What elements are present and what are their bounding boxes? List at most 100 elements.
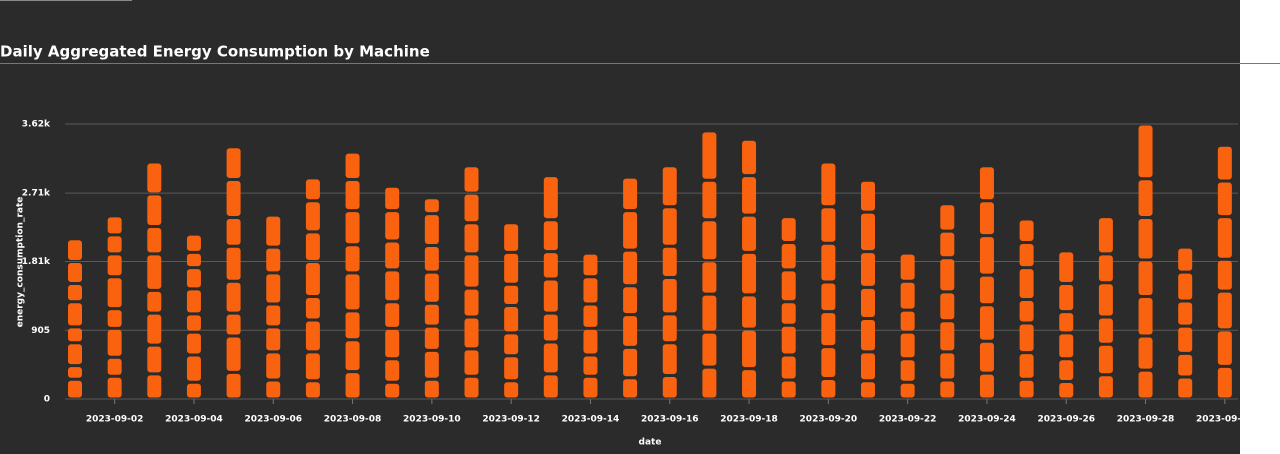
bar-segment bbox=[979, 237, 994, 274]
bar-segment bbox=[345, 246, 360, 272]
bar-segment bbox=[1098, 255, 1113, 282]
y-tick-label: 0 bbox=[44, 395, 50, 405]
bar-segment bbox=[305, 321, 320, 351]
bar-segment bbox=[186, 383, 201, 398]
bar-segment bbox=[861, 319, 875, 351]
bar-segment bbox=[1098, 318, 1113, 343]
bar-segment bbox=[305, 202, 320, 231]
bar-segment bbox=[662, 376, 677, 398]
bar-segment bbox=[543, 280, 558, 312]
bar-segment bbox=[940, 381, 955, 398]
x-tick-label: 2023-09-28 bbox=[1117, 415, 1175, 425]
bar-segment bbox=[186, 356, 201, 381]
bar-segment bbox=[702, 262, 717, 293]
bar-segment bbox=[147, 255, 162, 289]
right-margin bbox=[1240, 64, 1280, 454]
y-axis-title: energy_consumption_rate bbox=[16, 197, 26, 328]
bar-segment bbox=[1019, 220, 1034, 242]
y-tick-label: 3.62k bbox=[22, 120, 51, 130]
bar-segment bbox=[742, 140, 757, 175]
bar-segment bbox=[1059, 360, 1074, 381]
bar-segment bbox=[781, 303, 796, 324]
bar-segment bbox=[107, 255, 122, 276]
bar-segment bbox=[979, 306, 994, 340]
bar-segment bbox=[583, 305, 598, 327]
bar-segment bbox=[226, 247, 241, 280]
y-tick-label: 2.71k bbox=[22, 189, 51, 199]
bar-segment bbox=[424, 351, 439, 378]
bar-segment bbox=[186, 290, 201, 313]
bar-segment bbox=[68, 380, 82, 398]
bar-segment bbox=[68, 263, 82, 283]
bar-segment bbox=[1098, 284, 1113, 316]
bar-segment bbox=[1059, 252, 1074, 283]
bar-segment bbox=[186, 235, 201, 251]
bar-segment bbox=[1217, 260, 1232, 290]
bar-segment bbox=[68, 240, 82, 260]
y-tick-label: 905 bbox=[31, 326, 50, 336]
bar-segment bbox=[424, 247, 439, 271]
bar-segment bbox=[821, 283, 836, 311]
bar-segment bbox=[1098, 376, 1113, 398]
x-tick-label: 2023-09-10 bbox=[403, 415, 461, 425]
bar-segment bbox=[464, 224, 479, 253]
bar-segment bbox=[742, 370, 757, 398]
bar-segment bbox=[504, 334, 519, 355]
bar-segment bbox=[504, 307, 519, 332]
bar-segment bbox=[464, 350, 479, 375]
bar-segment bbox=[662, 167, 677, 206]
bar-segment bbox=[1059, 334, 1074, 358]
bar-segment bbox=[266, 216, 281, 246]
bar-segment bbox=[979, 276, 994, 304]
bar-segment bbox=[1217, 292, 1232, 329]
bar-segment bbox=[464, 255, 479, 287]
bar-segment bbox=[821, 313, 836, 346]
bar-segment bbox=[266, 381, 281, 398]
x-tick-label: 2023-09-02 bbox=[86, 415, 144, 425]
bar-segment bbox=[266, 305, 281, 326]
bar-segment bbox=[147, 314, 162, 344]
bar-segment bbox=[979, 374, 994, 398]
bar-segment bbox=[305, 263, 320, 295]
bar-segment bbox=[1217, 182, 1232, 216]
bar-segment bbox=[821, 163, 836, 206]
bar-segment bbox=[702, 333, 717, 366]
chart-title: Daily Aggregated Energy Consumption by M… bbox=[0, 43, 430, 61]
x-tick-label: 2023-09-22 bbox=[879, 415, 937, 425]
bar-segment bbox=[107, 278, 122, 308]
bar-segment bbox=[464, 289, 479, 316]
x-tick-label: 2023-09-26 bbox=[1037, 415, 1095, 425]
bar-segment bbox=[1098, 345, 1113, 374]
bar-segment bbox=[147, 195, 162, 226]
bar-segment bbox=[266, 353, 281, 379]
bar-segment bbox=[305, 179, 320, 200]
bar-segment bbox=[1178, 273, 1193, 300]
bar-segment bbox=[1019, 300, 1034, 322]
bar-segment bbox=[940, 353, 955, 379]
bar-segment bbox=[424, 199, 439, 213]
bar-segment bbox=[424, 215, 439, 245]
bar-segment bbox=[186, 269, 201, 288]
bar-segment bbox=[504, 224, 519, 251]
bar-segment bbox=[900, 383, 915, 398]
bar-segment bbox=[424, 304, 439, 325]
bar-segment bbox=[1019, 244, 1034, 267]
bar-segment bbox=[345, 180, 360, 210]
bar-segment bbox=[742, 177, 757, 214]
bar-segment bbox=[900, 282, 915, 309]
bar-segment bbox=[861, 253, 875, 286]
bar-segment bbox=[623, 251, 638, 285]
bar-segment bbox=[861, 382, 875, 398]
bar-segment bbox=[424, 273, 439, 302]
bar-segment bbox=[702, 295, 717, 331]
bar-segment bbox=[186, 315, 201, 331]
bar-segment bbox=[900, 254, 915, 280]
bar-segment bbox=[186, 333, 201, 354]
bar-segment bbox=[1138, 125, 1153, 178]
bar-segment bbox=[68, 328, 82, 342]
bar-segment bbox=[623, 178, 638, 210]
bar-segment bbox=[147, 346, 162, 373]
bar-segment bbox=[781, 356, 796, 379]
bar-segment bbox=[623, 379, 638, 398]
